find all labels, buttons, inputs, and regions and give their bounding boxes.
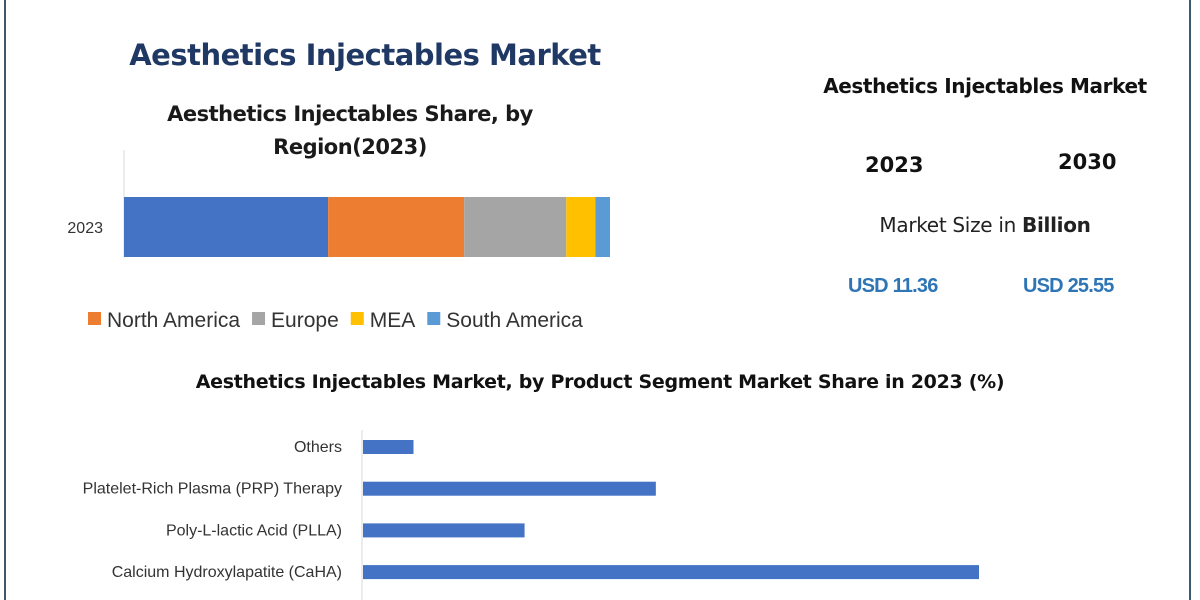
region-chart-title-line1: Aesthetics Injectables Share, by bbox=[167, 102, 533, 126]
market-size-unit: Billion bbox=[1022, 213, 1091, 237]
segment-tick-label: Poly-L-lactic Acid (PLLA) bbox=[166, 522, 342, 539]
market-size-label: Market Size in Billion bbox=[830, 213, 1140, 237]
legend-swatch-1 bbox=[88, 312, 101, 325]
region-bar-segment-1 bbox=[328, 197, 465, 257]
segment-bar-2 bbox=[363, 523, 525, 538]
region-chart-title-line2: Region(2023) bbox=[273, 135, 427, 159]
frame-left-border bbox=[4, 0, 6, 600]
region-bar-segment-2 bbox=[464, 197, 567, 257]
legend-label-4: South America bbox=[446, 309, 583, 332]
segment-tick-label: Calcium Hydroxylapatite (CaHA) bbox=[112, 564, 342, 581]
segment-bar-1 bbox=[363, 481, 656, 496]
segment-tick-label: Platelet-Rich Plasma (PRP) Therapy bbox=[83, 481, 342, 498]
region-bar-segment-3 bbox=[566, 197, 596, 257]
legend-swatch-2 bbox=[252, 312, 266, 325]
value-2030: USD 25.55 bbox=[1023, 275, 1114, 297]
summary-title: Aesthetics Injectables Market bbox=[823, 74, 1147, 98]
region-bar-segment-4 bbox=[595, 197, 610, 257]
legend-label-1: North America bbox=[107, 309, 240, 332]
segment-tick-label: Others bbox=[294, 439, 342, 456]
legend-label-2: Europe bbox=[271, 309, 339, 332]
legend-swatch-4 bbox=[427, 312, 441, 325]
value-2023: USD 11.36 bbox=[848, 275, 938, 297]
segment-bar-0 bbox=[363, 440, 414, 454]
year-2030: 2030 bbox=[1058, 150, 1117, 174]
legend-label-3: MEA bbox=[370, 309, 416, 332]
market-size-prefix: Market Size in bbox=[879, 213, 1023, 237]
region-tick-label: 2023 bbox=[67, 220, 103, 237]
legend-swatch-3 bbox=[350, 312, 364, 325]
region-bar-segment-0 bbox=[124, 197, 329, 257]
region-chart-title: Aesthetics Injectables Share, by Region(… bbox=[120, 98, 580, 164]
frame-right-border bbox=[1189, 0, 1191, 600]
year-2023: 2023 bbox=[865, 153, 924, 177]
segment-chart-title: Aesthetics Injectables Market, by Produc… bbox=[195, 371, 1005, 393]
segment-bar-3 bbox=[363, 565, 979, 580]
page-title: Aesthetics Injectables Market bbox=[129, 38, 601, 72]
